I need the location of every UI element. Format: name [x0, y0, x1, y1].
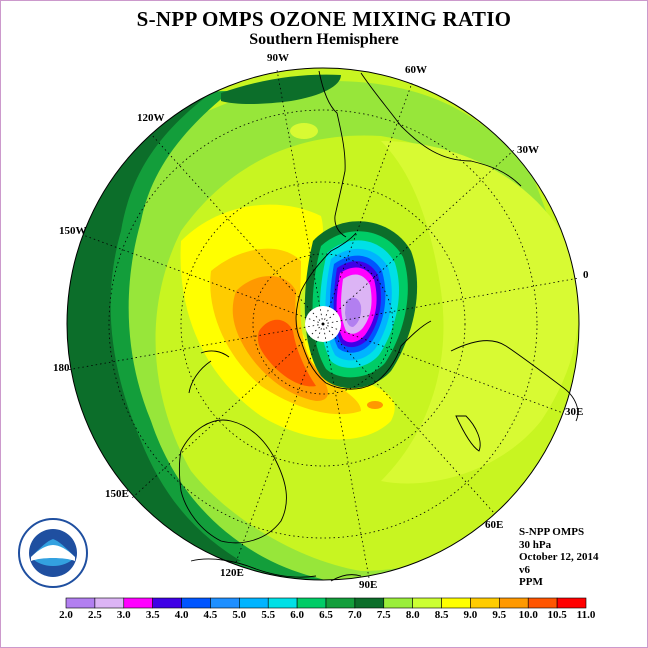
coast-new-zealand [188, 350, 230, 394]
noaa-logo: NOAA [18, 518, 88, 588]
info-level: 30 hPa [519, 538, 552, 551]
colorbar-label: 3.0 [116, 609, 131, 621]
colorbar-label: 9.0 [463, 609, 478, 621]
lon-label-90e: 90E [359, 579, 377, 591]
coast-south-america [318, 70, 522, 238]
coast-madagascar [455, 415, 481, 452]
colorbar-swatch [383, 597, 413, 609]
map-subtitle: Southern Hemisphere [249, 31, 399, 48]
colorbar-label: 4.0 [174, 609, 189, 621]
lon-label-60w: 60W [405, 64, 427, 76]
spot-9-5 [367, 401, 383, 409]
colorbar-label: 7.5 [376, 609, 391, 621]
lon-label-150e: 150E [105, 488, 129, 500]
colorbar-label: 8.5 [434, 609, 449, 621]
vortex-2-0 [345, 297, 362, 327]
colorbar-label: 6.0 [290, 609, 304, 621]
map-info: S-NPP OMPS 30 hPa October 12, 2014 v6 PP… [519, 526, 599, 589]
colorbar-swatch [412, 597, 442, 609]
colorbar-label: 7.0 [348, 609, 362, 621]
colorbar-swatch [123, 597, 153, 609]
colorbar-swatch [325, 597, 356, 609]
colorbar-label: 3.5 [145, 609, 160, 621]
ozone-field [67, 68, 579, 580]
colorbar-label: 10.0 [518, 609, 538, 621]
colorbar-swatch [527, 597, 558, 609]
colorbar-swatch [499, 597, 529, 609]
longitude-labels: 90W 60W 30W 0 30E 60E 90E 120E 150E 180 … [53, 52, 589, 591]
colorbar-label: 10.5 [547, 609, 567, 621]
patch-8-0-top [290, 123, 318, 139]
colorbar-label: 5.0 [232, 609, 247, 621]
coast-antarctic-peninsula [300, 232, 357, 292]
lon-label-180: 180 [53, 362, 70, 374]
band-10-0 [257, 319, 316, 387]
colorbar [65, 597, 587, 609]
colorbar-swatch [354, 597, 385, 609]
band-6-5-top [221, 74, 341, 104]
lon-label-90w: 90W [267, 52, 289, 64]
colorbar-swatch [181, 597, 211, 609]
colorbar-label: 11.0 [576, 609, 596, 621]
lon-label-30e: 30E [565, 406, 583, 418]
colorbar-label: 2.5 [88, 609, 102, 621]
coast-australia [179, 419, 287, 544]
colorbar-label: 6.5 [319, 609, 333, 621]
lat-circle-2 [180, 181, 466, 467]
lon-label-120e: 120E [220, 567, 244, 579]
coast-antarctica [295, 290, 432, 390]
colorbar-swatch [210, 597, 240, 609]
map-boundary [66, 67, 580, 581]
colorbar-swatch [94, 597, 125, 609]
latitude-circles [108, 109, 538, 539]
meridian-lines [66, 69, 580, 579]
meridian-0 [322, 277, 580, 325]
lon-label-60e: 60E [485, 519, 503, 531]
colorbar-swatch [239, 597, 269, 609]
colorbar-swatch [152, 597, 182, 609]
colorbar-label: 8.0 [405, 609, 420, 621]
info-version: v6 [519, 563, 530, 576]
info-instrument: S-NPP OMPS [519, 526, 585, 538]
colorbar-swatch [267, 597, 298, 609]
map-title: S-NPP OMPS OZONE MIXING RATIO [136, 7, 512, 31]
lon-label-0: 0 [583, 269, 589, 281]
colorbar-swatch [296, 597, 327, 609]
info-units: PPM [519, 576, 543, 588]
lon-label-150w: 150W [59, 225, 87, 237]
colorbar-label: 5.5 [261, 609, 276, 621]
colorbar-swatch [65, 597, 96, 609]
colorbar-label: 4.5 [203, 609, 218, 621]
colorbar-label: 2.0 [59, 609, 73, 621]
colorbar-swatch [441, 597, 471, 609]
coast-africa [450, 340, 579, 422]
lat-circle-1 [252, 253, 394, 395]
logo-text: NOAA [40, 548, 67, 558]
info-date: October 12, 2014 [519, 551, 599, 563]
colorbar-label: 9.5 [492, 609, 507, 621]
colorbar-swatch [470, 597, 500, 609]
coastlines [179, 70, 579, 582]
lon-label-120w: 120W [137, 112, 165, 124]
lat-circle-3 [108, 109, 538, 539]
meridian-180 [66, 323, 324, 371]
colorbar-swatch [556, 597, 587, 609]
lon-label-30w: 30W [517, 144, 539, 156]
